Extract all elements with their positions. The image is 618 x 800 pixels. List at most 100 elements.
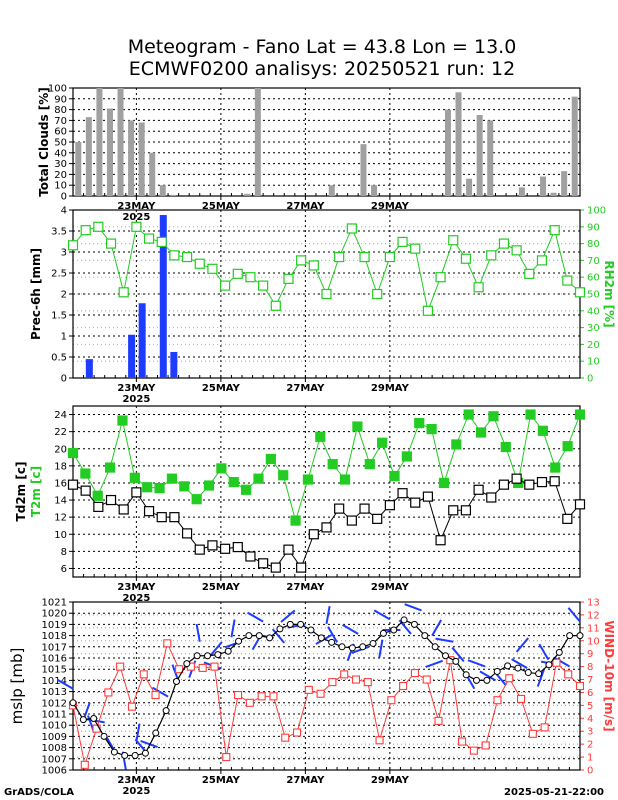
Td2m-point (574, 499, 586, 510)
date-label: 29MAY (371, 775, 410, 786)
Td2m-point (93, 501, 104, 512)
wind-point (281, 733, 290, 742)
Td2m-point (524, 479, 535, 490)
date-label: 25MAY (202, 775, 241, 786)
wind-barb (425, 659, 444, 668)
mslp-point (555, 648, 563, 656)
ytick-label: 14 (54, 496, 67, 507)
ytick-label: 1019 (42, 620, 67, 631)
Td2m-point (232, 541, 243, 553)
wind-point (434, 716, 443, 725)
cloud-bar (244, 193, 251, 196)
cloud-bar (371, 185, 378, 196)
wind-point (422, 675, 431, 684)
date-label: 29MAY (371, 201, 410, 212)
precip-bar (138, 303, 146, 378)
T2m-point (117, 415, 128, 426)
rh-point (460, 253, 472, 264)
wind-barb (209, 641, 223, 657)
wind-point (104, 688, 113, 697)
Td2m-point (283, 544, 294, 555)
T2m-point (154, 482, 165, 494)
wind-point (340, 670, 349, 679)
Td2m-point (118, 504, 129, 515)
y2tick-label: 70 (587, 256, 600, 267)
y2tick-label: 12 (587, 610, 600, 621)
wind-point (387, 696, 396, 705)
ytick-label: 1014 (42, 676, 67, 687)
plot-frame (72, 405, 581, 578)
y2tick-label: 0 (587, 766, 593, 777)
mslp-point (576, 632, 584, 640)
mslp-point (235, 637, 243, 645)
wind-barb (151, 686, 169, 698)
wind-point (80, 760, 89, 769)
mslp-point (121, 751, 129, 759)
wind-barb (271, 628, 286, 644)
mslp-point (535, 670, 543, 678)
rh-point (549, 225, 560, 236)
wind-barb (435, 637, 454, 643)
wind-point (269, 692, 278, 701)
y2tick-label: 3 (587, 727, 593, 738)
ytick-label: 1008 (42, 743, 67, 754)
mslp-point (379, 629, 387, 637)
rh-point (384, 251, 395, 263)
ytick-label: 22 (54, 427, 67, 438)
mslp-point (172, 678, 180, 686)
cloud-bar (85, 117, 92, 196)
Td2m-point (486, 492, 497, 503)
Td2m-point (296, 562, 307, 573)
rh-point (67, 240, 79, 251)
footer-left: GrADS/COLA (4, 787, 74, 798)
rh-point (422, 305, 433, 316)
Td2m-point (181, 528, 193, 539)
ytick-label: 70 (54, 116, 67, 127)
mslp-point (545, 661, 553, 669)
y2tick-label: 100 (587, 206, 606, 217)
rh-point (245, 272, 256, 283)
date-label: 27MAY (286, 582, 325, 593)
mslp-point (504, 662, 512, 670)
wind-point (139, 670, 148, 679)
ytick-label: 80 (54, 105, 67, 116)
wind-barb (373, 609, 391, 621)
T2m-point (142, 482, 153, 493)
date-label: 29MAY (371, 582, 410, 593)
Td2m-point (334, 503, 345, 514)
footer-right: 2025-05-21-22:00 (504, 787, 604, 798)
year-label: 2025 (122, 593, 150, 604)
T2m-point (327, 459, 338, 470)
year-label: 2025 (122, 394, 150, 405)
wind-point (116, 662, 125, 671)
mslp-point (524, 669, 532, 677)
Td2m-point (549, 476, 560, 487)
mslp-point (131, 751, 139, 759)
mslp-point (473, 676, 481, 684)
T2m-point (377, 437, 388, 448)
wind-barb (195, 623, 201, 642)
cloud-bar (106, 108, 113, 196)
cloud-bar (159, 185, 166, 196)
wind-barb (431, 619, 442, 637)
y2tick-label: 8 (587, 662, 593, 673)
Td2m-point (105, 494, 117, 506)
cloud-bar (170, 194, 177, 196)
ytick-label: 1018 (42, 631, 67, 642)
T2m-point (241, 484, 252, 495)
y2tick-label: 1 (587, 753, 593, 764)
y2tick-label: 6 (587, 688, 593, 699)
wind-point (316, 689, 325, 698)
cloud-bar (117, 88, 124, 196)
T2m-point (401, 451, 412, 462)
y-axis-label-t: T2m [c] (29, 466, 43, 517)
T2m-point (475, 427, 487, 438)
Td2m-point (169, 512, 180, 523)
ytick-label: 0.5 (51, 353, 67, 364)
y2tick-label: 10 (587, 636, 600, 647)
mslp-point (297, 620, 305, 628)
wind-point (564, 670, 573, 679)
mslp-point (79, 716, 87, 724)
mslp-point (286, 620, 294, 628)
rh-point (105, 238, 117, 249)
